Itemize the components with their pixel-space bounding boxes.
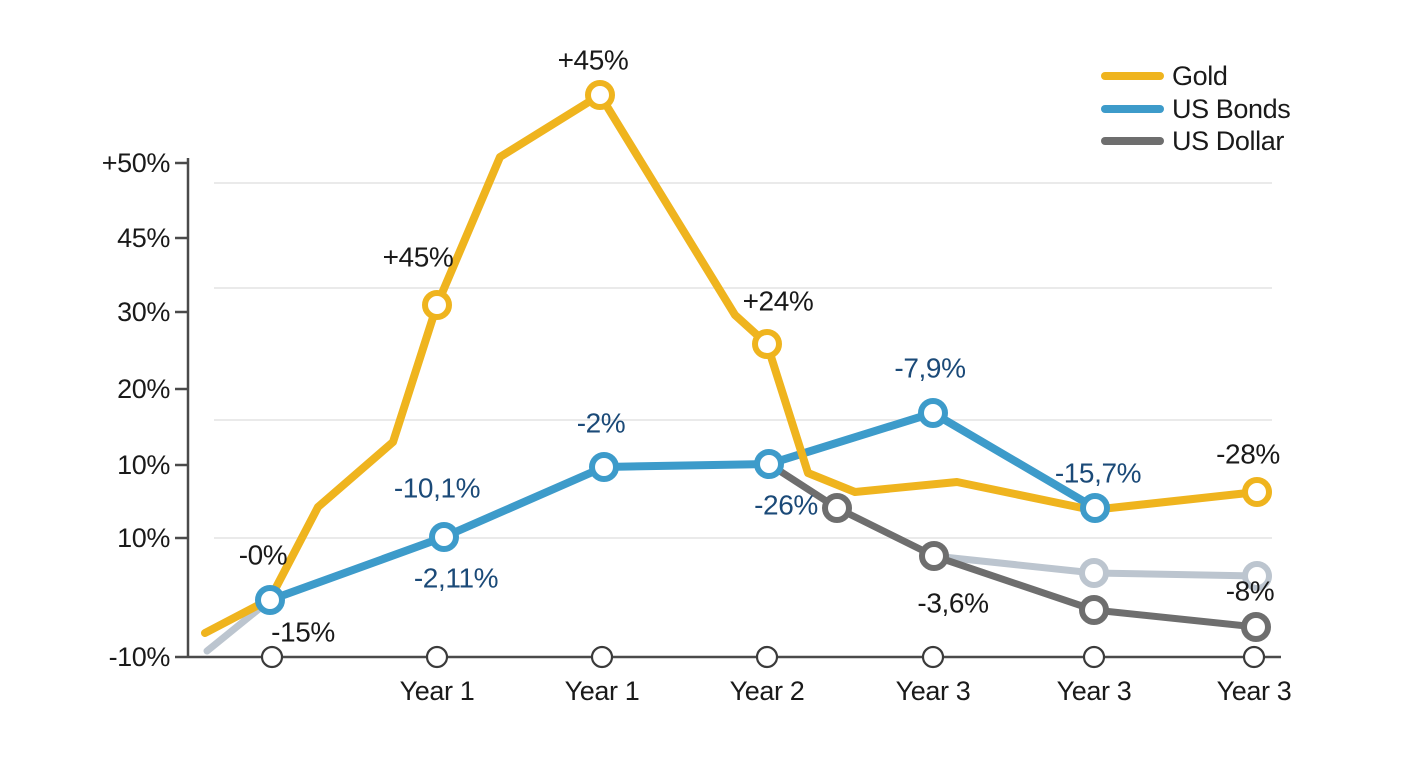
data-label-1: +45% (383, 242, 454, 273)
x-tick-circle-2 (590, 645, 614, 669)
data-label-9: -7,9% (894, 353, 965, 384)
us-dollar-marker-3 (1241, 612, 1271, 642)
data-label-10: -15,7% (1055, 458, 1141, 489)
data-label-4: -15% (271, 617, 335, 648)
x-tick-circle-6 (1242, 645, 1266, 669)
us-bonds-marker-0 (255, 585, 285, 615)
us-bonds-marker-2 (589, 452, 619, 482)
data-label-6: -2,11% (414, 563, 498, 594)
x-tick-circle-5 (1082, 645, 1106, 669)
gold-marker-0 (422, 290, 452, 320)
gold-marker-1 (585, 80, 615, 110)
data-label-0: +45% (558, 45, 629, 76)
x-tick-label-5: Year 3 (1057, 676, 1132, 706)
x-tick-circle-3 (755, 645, 779, 669)
data-label-2: +24% (743, 286, 814, 317)
us-bonds-marker-3 (754, 449, 784, 479)
us-dollar-marker-2 (1079, 595, 1109, 625)
x-tick-circle-0 (260, 645, 284, 669)
x-tick-label-6: Year 3 (1217, 676, 1292, 706)
data-label-7: -2% (577, 408, 626, 439)
legend-item-gold[interactable]: Gold (1172, 61, 1228, 91)
data-label-11: -3,6% (917, 588, 988, 619)
light-gray-right-marker-1 (1242, 561, 1272, 591)
data-label-8: -26% (754, 490, 818, 521)
x-tick-label-4: Year 3 (896, 676, 971, 706)
y-tick-label-5: 10% (117, 523, 170, 553)
y-tick-label-3: 20% (117, 374, 170, 404)
y-tick-label-0: +50% (102, 148, 171, 178)
x-tick-label-1: Year 1 (400, 676, 475, 706)
us-dollar-marker-1 (919, 541, 949, 571)
x-tick-label-2: Year 1 (565, 676, 640, 706)
y-tick-label-4: 10% (117, 450, 170, 480)
us-bonds-marker-4 (918, 398, 948, 428)
legend-item-us-dollar[interactable]: US Dollar (1172, 126, 1285, 156)
legend-item-us-bonds[interactable]: US Bonds (1172, 94, 1291, 124)
us-bonds-line (266, 409, 1099, 604)
y-tick-label-2: 30% (117, 297, 170, 327)
gold-marker-2 (752, 329, 782, 359)
us-bonds-marker-5 (1080, 493, 1110, 523)
light-gray-right-marker-0 (1079, 558, 1109, 588)
y-tick-label-1: 45% (117, 223, 170, 253)
us-dollar-marker-0 (822, 493, 852, 523)
x-tick-circle-1 (425, 645, 449, 669)
y-tick-label-6: -10% (109, 642, 171, 672)
data-label-5: -10,1% (394, 473, 480, 504)
gold-marker-3 (1242, 477, 1272, 507)
x-tick-circle-4 (921, 645, 945, 669)
us-bonds-marker-1 (429, 522, 459, 552)
gold-line (201, 91, 1261, 637)
data-label-12: -28% (1216, 439, 1280, 470)
x-tick-label-3: Year 2 (730, 676, 805, 706)
data-label-13: -8% (1226, 576, 1275, 607)
data-label-3: -0% (239, 540, 288, 571)
